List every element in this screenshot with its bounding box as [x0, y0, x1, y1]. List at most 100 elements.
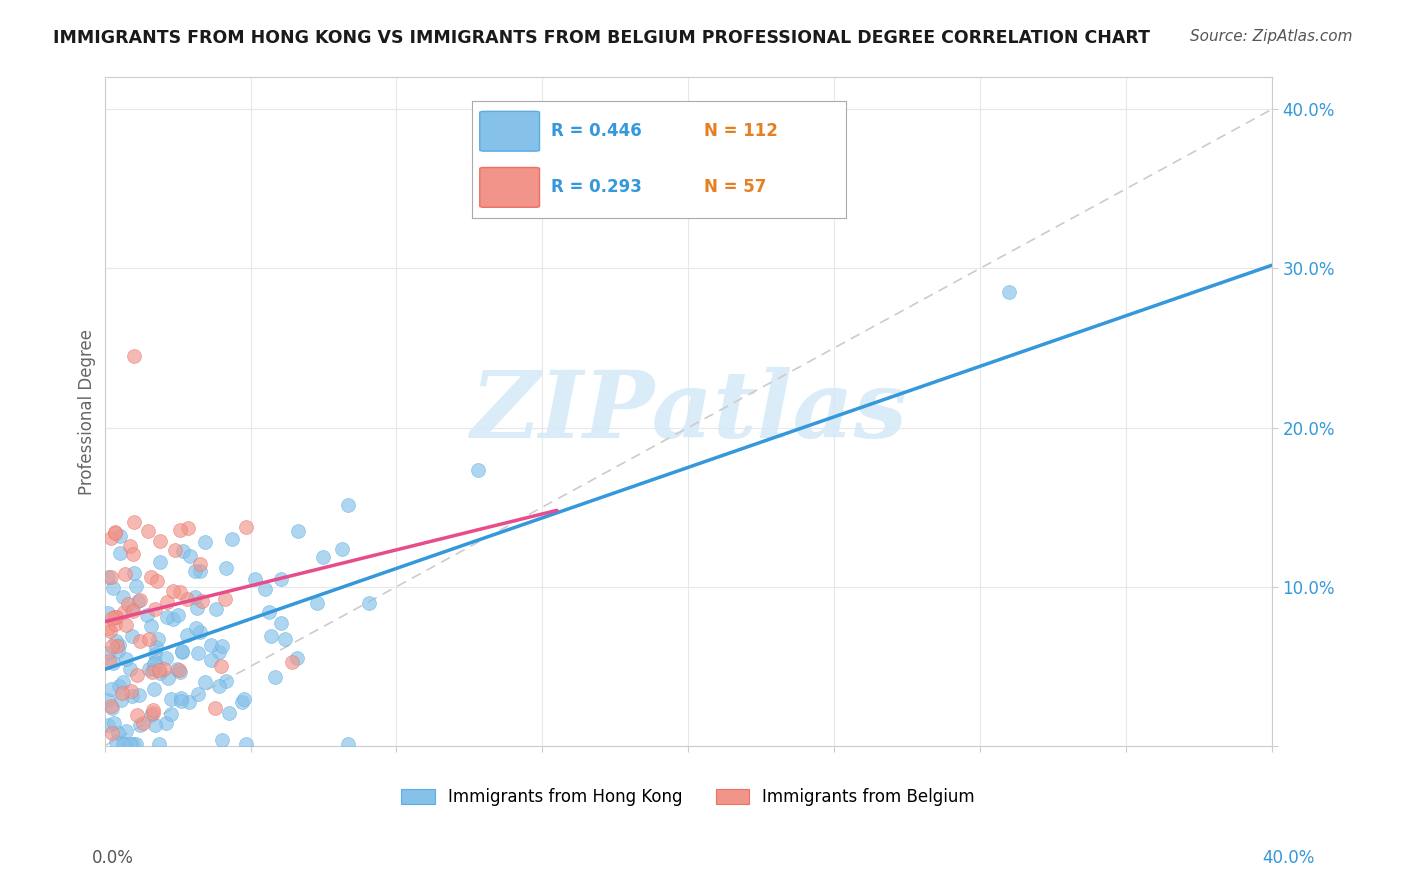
- Point: [184, 565, 207, 579]
- Point: [103, 715, 125, 730]
- Point: [146, 574, 169, 588]
- Point: [149, 534, 172, 549]
- Point: [139, 707, 162, 722]
- Point: [169, 665, 191, 679]
- Point: [215, 674, 238, 689]
- Point: [129, 633, 152, 648]
- Point: [138, 632, 160, 647]
- Point: [141, 665, 163, 680]
- Point: [114, 652, 136, 666]
- Point: [253, 582, 276, 596]
- Point: [143, 655, 166, 669]
- Point: [194, 535, 217, 549]
- Point: [170, 644, 193, 658]
- Point: [211, 732, 233, 747]
- Point: [157, 671, 180, 685]
- Point: [215, 560, 238, 574]
- Point: [142, 662, 165, 676]
- Point: [208, 679, 231, 693]
- Point: [121, 629, 143, 643]
- Point: [170, 645, 193, 659]
- Point: [287, 524, 309, 538]
- Point: [104, 634, 127, 648]
- Point: [243, 572, 266, 586]
- Point: [114, 617, 136, 632]
- Point: [118, 539, 141, 553]
- Point: [100, 639, 122, 653]
- Point: [101, 701, 124, 715]
- Point: [204, 602, 226, 616]
- Point: [97, 646, 120, 660]
- Point: [153, 662, 176, 676]
- Point: [179, 549, 201, 563]
- Point: [108, 679, 131, 693]
- Point: [143, 647, 166, 661]
- Point: [138, 662, 160, 676]
- Text: 0.0%: 0.0%: [91, 849, 134, 867]
- Point: [100, 698, 122, 713]
- Point: [200, 638, 222, 652]
- Point: [337, 498, 360, 512]
- Point: [149, 665, 172, 680]
- Point: [260, 629, 283, 643]
- Point: [194, 675, 217, 690]
- Legend: Immigrants from Hong Kong, Immigrants from Belgium: Immigrants from Hong Kong, Immigrants fr…: [395, 781, 981, 813]
- Point: [100, 682, 122, 697]
- Point: [114, 737, 136, 751]
- Point: [264, 670, 287, 684]
- Point: [121, 601, 143, 615]
- Point: [104, 524, 127, 539]
- Point: [270, 572, 292, 586]
- Point: [165, 542, 187, 557]
- Point: [114, 567, 136, 582]
- Point: [285, 651, 308, 665]
- Point: [111, 590, 134, 604]
- Point: [104, 609, 127, 624]
- Point: [148, 664, 170, 678]
- Point: [221, 533, 243, 547]
- Point: [96, 693, 118, 707]
- Point: [187, 646, 209, 660]
- Point: [125, 579, 148, 593]
- Text: ZIPatlas: ZIPatlas: [470, 367, 907, 457]
- Point: [167, 608, 190, 623]
- Point: [142, 706, 165, 720]
- Point: [120, 662, 142, 676]
- Point: [125, 708, 148, 723]
- Point: [280, 656, 302, 670]
- Point: [188, 564, 211, 578]
- Point: [235, 737, 257, 751]
- Point: [146, 632, 169, 647]
- Point: [235, 520, 257, 534]
- Point: [107, 726, 129, 740]
- Point: [148, 737, 170, 751]
- Point: [127, 667, 149, 681]
- Point: [141, 570, 163, 584]
- Point: [122, 737, 145, 751]
- Point: [214, 591, 236, 606]
- Point: [167, 663, 190, 677]
- Point: [188, 625, 211, 640]
- Y-axis label: Professional Degree: Professional Degree: [79, 328, 96, 495]
- Point: [169, 523, 191, 537]
- Point: [257, 606, 280, 620]
- Point: [135, 608, 157, 623]
- Point: [179, 695, 201, 709]
- Point: [104, 616, 127, 631]
- Point: [330, 541, 353, 556]
- Point: [176, 628, 198, 642]
- Text: IMMIGRANTS FROM HONG KONG VS IMMIGRANTS FROM BELGIUM PROFESSIONAL DEGREE CORRELA: IMMIGRANTS FROM HONG KONG VS IMMIGRANTS …: [53, 29, 1150, 46]
- Point: [273, 632, 295, 646]
- Text: Source: ZipAtlas.com: Source: ZipAtlas.com: [1189, 29, 1353, 44]
- Point: [169, 585, 191, 599]
- Point: [270, 615, 292, 630]
- Point: [218, 706, 240, 721]
- Point: [112, 675, 135, 690]
- Point: [101, 581, 124, 595]
- Point: [467, 463, 489, 477]
- Point: [159, 692, 181, 706]
- Point: [176, 592, 198, 607]
- Point: [112, 605, 135, 619]
- Point: [211, 639, 233, 653]
- Point: [233, 692, 256, 706]
